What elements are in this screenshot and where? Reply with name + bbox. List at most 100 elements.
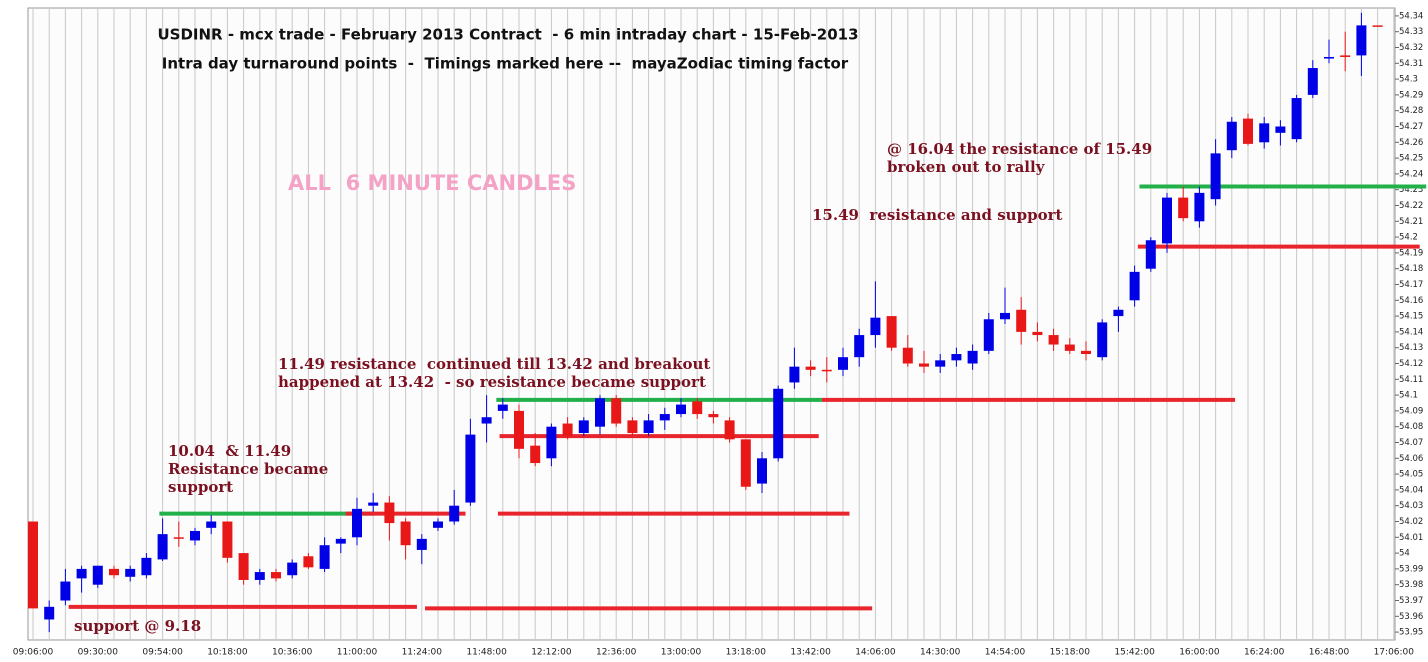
x-tick-label: 12:12:00 <box>531 648 572 658</box>
candle-body <box>238 553 249 580</box>
x-tick-label: 16:48:00 <box>1309 648 1350 658</box>
candle-body <box>919 363 929 367</box>
y-tick-label: 54.11 <box>1399 375 1423 385</box>
candle-body <box>141 557 152 576</box>
candle-body <box>514 410 524 449</box>
candle-body <box>1324 56 1334 59</box>
candle-body <box>838 357 848 370</box>
annotation: support <box>168 478 233 496</box>
candle-body <box>1356 25 1367 56</box>
chart-subtitle: Intra day turnaround points - Timings ma… <box>162 55 849 73</box>
x-tick-label: 09:54:00 <box>142 648 183 658</box>
y-tick-label: 54.13 <box>1399 343 1423 353</box>
candle-body <box>319 545 330 569</box>
y-tick-label: 53.98 <box>1399 580 1423 590</box>
annotation: happened at 13.42 - so resistance became… <box>278 373 706 391</box>
y-tick-label: 54.14 <box>1399 327 1423 337</box>
candle-body <box>1372 25 1383 27</box>
chart-title: USDINR - mcx trade - February 2013 Contr… <box>157 26 858 44</box>
candle-body <box>1048 335 1059 345</box>
x-tick-label: 13:18:00 <box>726 648 767 658</box>
candle-body <box>76 568 87 579</box>
candle-body <box>303 556 314 568</box>
x-tick-label: 16:24:00 <box>1244 648 1285 658</box>
y-tick-label: 54.18 <box>1399 264 1423 274</box>
x-tick-label: 13:00:00 <box>661 648 702 658</box>
candle-body <box>481 417 492 424</box>
y-tick-label: 53.96 <box>1399 612 1423 622</box>
candle-body <box>1145 240 1156 269</box>
annotation: Resistance became <box>168 460 328 478</box>
x-tick-label: 10:36:00 <box>272 648 313 658</box>
candle-body <box>870 317 881 336</box>
candle-body <box>1162 197 1172 244</box>
candle-body <box>222 521 233 558</box>
candle-body <box>190 530 200 541</box>
x-tick-label: 09:06:00 <box>13 648 54 658</box>
x-tick-label: 14:54:00 <box>985 648 1026 658</box>
x-tick-label: 17:06:00 <box>1374 648 1415 658</box>
candle-body <box>1081 350 1091 355</box>
candle-body <box>562 423 573 437</box>
annotation: 10.04 & 11.49 <box>168 442 291 460</box>
candle-body <box>1194 192 1205 222</box>
candle-body <box>757 458 767 484</box>
candle-body <box>1000 312 1010 320</box>
y-tick-label: 54.32 <box>1399 43 1423 53</box>
x-tick-label: 11:00:00 <box>337 648 378 658</box>
y-tick-label: 54.26 <box>1399 138 1423 148</box>
candle-body <box>1129 271 1140 301</box>
y-tick-label: 54.24 <box>1399 169 1423 179</box>
candle-body <box>206 521 217 528</box>
annotation: 15.49 resistance and support <box>812 206 1062 224</box>
x-tick-label: 12:36:00 <box>596 648 637 658</box>
candle-body <box>692 401 703 415</box>
y-tick-label: 53.97 <box>1399 596 1423 606</box>
candle-body <box>173 537 184 539</box>
candle-body <box>1291 98 1302 140</box>
annotation: 11.49 resistance continued till 13.42 an… <box>278 355 710 373</box>
candle-body <box>1307 68 1318 95</box>
y-tick-label: 54.15 <box>1399 312 1423 322</box>
candle-body <box>416 538 427 550</box>
candle-body <box>157 534 168 560</box>
y-tick-label: 54.2 <box>1399 233 1418 243</box>
candle-body <box>335 538 346 544</box>
candle-body <box>724 420 735 440</box>
candle-body <box>1243 118 1253 144</box>
x-tick-label: 09:30:00 <box>78 648 119 658</box>
candle-body <box>1113 309 1124 317</box>
y-tick-label: 54.31 <box>1399 59 1423 69</box>
candle-body <box>676 404 686 415</box>
candle-body <box>352 508 362 538</box>
candle-body <box>384 502 395 524</box>
y-tick-label: 54.34 <box>1399 11 1423 21</box>
candle-body <box>935 360 946 367</box>
plot-area <box>27 7 1396 641</box>
candle-body <box>643 420 654 434</box>
candle-body <box>1064 344 1075 351</box>
x-tick-label: 10:18:00 <box>207 648 248 658</box>
y-tick-label: 54.29 <box>1399 90 1423 100</box>
candle-body <box>368 502 379 506</box>
candle-body <box>578 420 589 434</box>
y-tick-label: 54.27 <box>1399 122 1423 132</box>
candle-body <box>805 366 816 370</box>
y-tick-label: 54.33 <box>1399 27 1423 37</box>
candle-body <box>1032 331 1043 336</box>
candle-body <box>1226 121 1237 151</box>
candle-body <box>60 581 71 601</box>
y-tick-label: 54.01 <box>1399 533 1423 543</box>
y-tick-label: 54.3 <box>1399 75 1418 85</box>
candle-body <box>1210 153 1221 200</box>
x-tick-label: 14:30:00 <box>920 648 961 658</box>
candle-body <box>433 521 443 528</box>
y-tick-label: 54.06 <box>1399 454 1423 464</box>
candle-body <box>854 335 865 358</box>
y-tick-label: 53.99 <box>1399 564 1423 574</box>
y-tick-label: 54 <box>1399 549 1410 559</box>
x-tick-label: 14:06:00 <box>855 648 896 658</box>
candle-body <box>1259 123 1270 143</box>
y-tick-label: 54.16 <box>1399 296 1423 306</box>
